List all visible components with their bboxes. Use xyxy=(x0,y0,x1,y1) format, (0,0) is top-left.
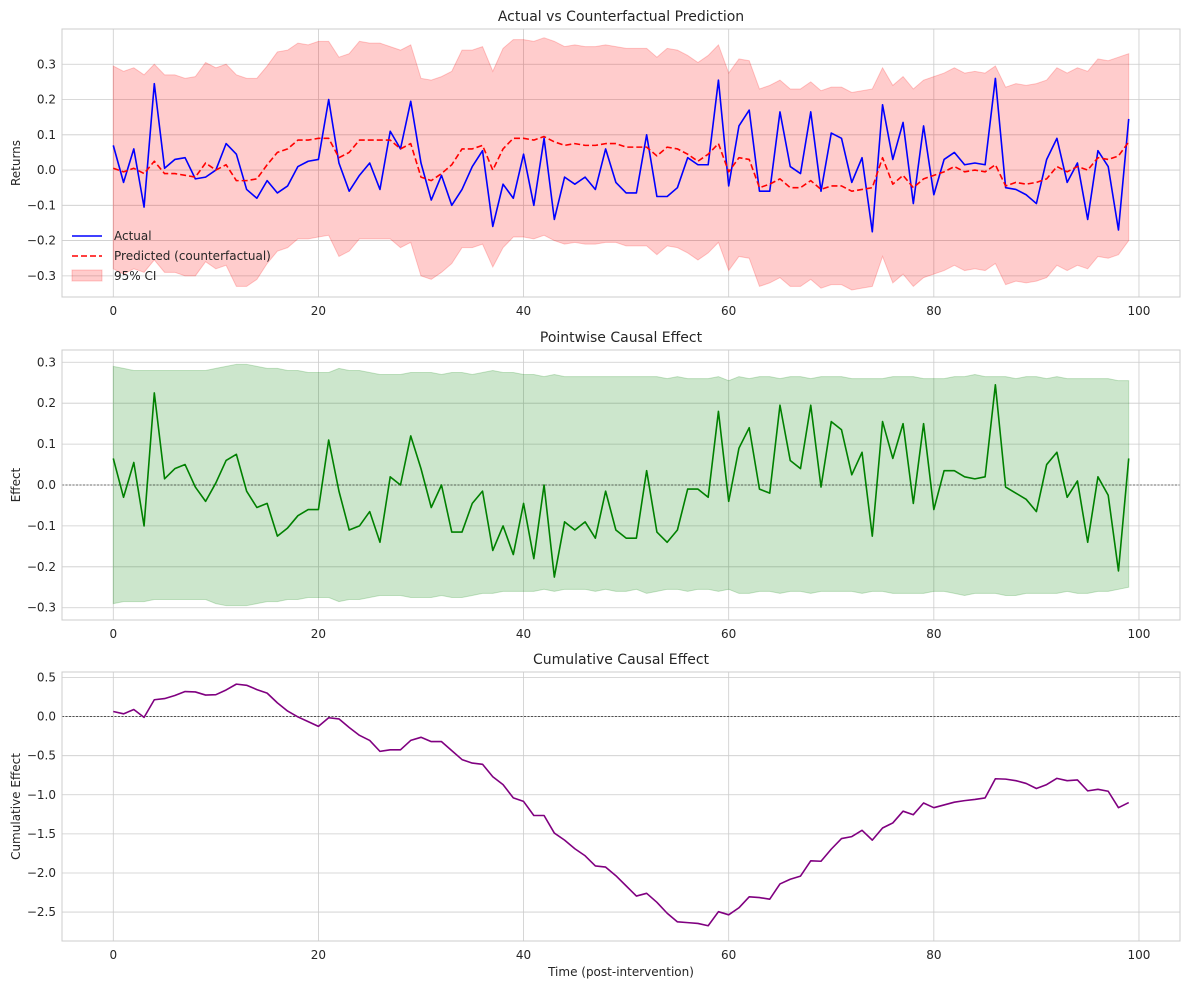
y-tick-label: 0.2 xyxy=(37,93,56,107)
x-tick-label: 80 xyxy=(926,304,941,318)
y-tick-label: −0.3 xyxy=(27,269,56,283)
y-tick-label: 0.3 xyxy=(37,355,56,369)
series-line xyxy=(112,77,1130,233)
y-tick-label: −2.5 xyxy=(27,905,56,919)
axes-frame xyxy=(61,28,1181,298)
x-tick-label: 40 xyxy=(516,304,531,318)
x-tick-label: 0 xyxy=(109,304,117,318)
y-tick-label: 0.1 xyxy=(37,128,56,142)
x-tick-label: 60 xyxy=(721,627,736,641)
y-axis-label: Returns xyxy=(9,140,23,186)
legend-label: Actual xyxy=(114,229,152,243)
y-tick-label: 0.2 xyxy=(37,396,56,410)
x-tick-label: 100 xyxy=(1128,627,1151,641)
y-tick-label: −1.0 xyxy=(27,788,56,802)
y-tick-label: −0.5 xyxy=(27,749,56,763)
axes-frame xyxy=(61,349,1181,621)
x-tick-label: 40 xyxy=(516,627,531,641)
x-tick-label: 0 xyxy=(109,627,117,641)
x-tick-label: 20 xyxy=(311,627,326,641)
y-tick-label: 0.0 xyxy=(37,478,56,492)
y-axis-label: Cumulative Effect xyxy=(9,753,23,860)
x-tick-label: 60 xyxy=(721,948,736,962)
y-tick-label: 0.1 xyxy=(37,437,56,451)
y-tick-label: 0.0 xyxy=(37,710,56,724)
y-tick-label: −0.3 xyxy=(27,601,56,615)
y-tick-label: −0.1 xyxy=(27,519,56,533)
confidence-band xyxy=(112,363,1130,607)
confidence-band xyxy=(112,37,1130,291)
legend-swatch xyxy=(71,269,103,282)
chart-title: Pointwise Causal Effect xyxy=(540,330,703,346)
x-axis-label: Time (post-intervention) xyxy=(547,965,694,979)
y-tick-label: 0.0 xyxy=(37,163,56,177)
legend-label: 95% CI xyxy=(114,269,156,283)
y-axis-label: Effect xyxy=(9,467,23,502)
y-tick-label: −2.0 xyxy=(27,866,56,880)
series-line xyxy=(113,683,1130,927)
series-line xyxy=(113,135,1130,193)
x-tick-label: 80 xyxy=(926,627,941,641)
y-tick-label: 0.3 xyxy=(37,57,56,71)
chart-title: Actual vs Counterfactual Prediction xyxy=(498,9,744,25)
axes-frame xyxy=(61,671,1181,942)
y-tick-label: −1.5 xyxy=(27,827,56,841)
chart-title: Cumulative Causal Effect xyxy=(533,652,710,668)
series-line xyxy=(112,383,1130,578)
x-tick-label: 20 xyxy=(311,948,326,962)
x-tick-label: 60 xyxy=(721,304,736,318)
x-tick-label: 100 xyxy=(1128,948,1151,962)
y-tick-label: −0.2 xyxy=(27,234,56,248)
x-tick-label: 100 xyxy=(1128,304,1151,318)
y-tick-label: −0.1 xyxy=(27,198,56,212)
x-tick-label: 40 xyxy=(516,948,531,962)
x-tick-label: 20 xyxy=(311,304,326,318)
x-tick-label: 80 xyxy=(926,948,941,962)
x-tick-label: 0 xyxy=(109,948,117,962)
y-tick-label: −0.2 xyxy=(27,560,56,574)
y-tick-label: 0.5 xyxy=(37,670,56,684)
legend-label: Predicted (counterfactual) xyxy=(114,249,271,263)
